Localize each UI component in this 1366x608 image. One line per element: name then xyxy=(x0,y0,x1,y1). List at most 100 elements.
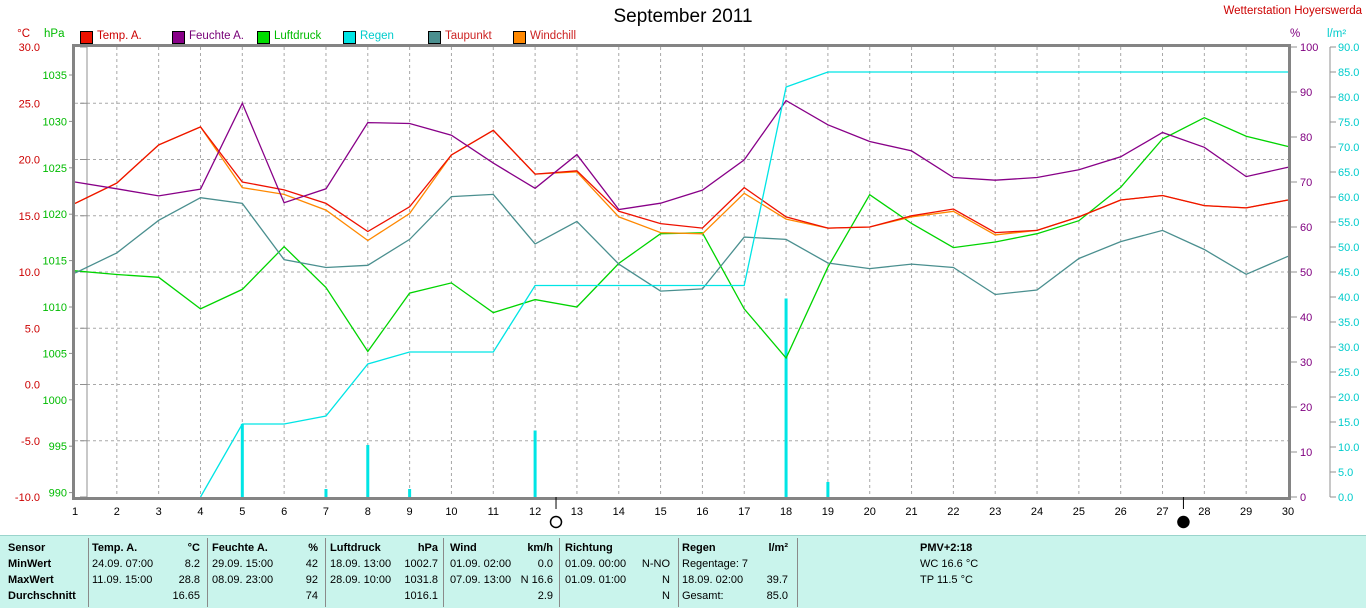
legend-label: Luftdruck xyxy=(274,30,322,42)
full-moon-icon xyxy=(549,515,563,529)
axis-tick-label: 15 xyxy=(654,506,666,518)
axis-tick-label: 50.0 xyxy=(1338,242,1359,254)
axis-tick-label: 45.0 xyxy=(1338,267,1359,279)
axis-tick-label: 70.0 xyxy=(1338,142,1359,154)
new-moon-icon xyxy=(1177,515,1190,529)
axis-tick-label: 990 xyxy=(49,488,67,500)
table-cell: 0.0 xyxy=(537,558,553,570)
axis-tick-label: 28 xyxy=(1198,506,1210,518)
axis-tick-label: 25.0 xyxy=(1338,367,1359,379)
axis-tick-label: 40 xyxy=(1300,312,1312,324)
axis-tick-label: 55.0 xyxy=(1338,217,1359,229)
chart-legend: Temp. A. Feuchte A. Luftdruck Regen Taupunkt… xyxy=(0,30,1366,46)
axis-tick-label: 60 xyxy=(1300,222,1312,234)
table-cell: N xyxy=(662,574,670,586)
axis-tick-label: 50 xyxy=(1300,267,1312,279)
table-column-title: Regen xyxy=(682,542,716,554)
axis-tick-label: 12 xyxy=(529,506,541,518)
table-cell: N xyxy=(662,590,670,602)
axis-tick-label: l/m² xyxy=(1327,28,1346,40)
table-cell: 28.8 xyxy=(178,574,200,586)
info-line: PMV+2:18 xyxy=(920,542,973,554)
table-cell: 1016.1 xyxy=(404,590,438,602)
table-cell: 8.2 xyxy=(184,558,200,570)
axis-tick-label: 15.0 xyxy=(1338,417,1359,429)
table-separator xyxy=(797,538,798,607)
axis-tick-label: 10.0 xyxy=(19,267,40,279)
luftdruck-line xyxy=(74,116,1289,360)
table-cell: 85.0 xyxy=(766,590,788,602)
axis-tick-label: 20 xyxy=(864,506,876,518)
axis-tick-label: 80 xyxy=(1300,132,1312,144)
weather-chart-svg: 30.025.020.015.010.05.00.0-5.0-10.010351… xyxy=(15,28,1359,529)
axis-tick-label: 5.0 xyxy=(25,323,40,335)
axis-tick-label: % xyxy=(1290,28,1300,40)
axis-tick-label: 90.0 xyxy=(1338,42,1359,54)
axis-tick-label: 21 xyxy=(905,506,917,518)
rain-bar xyxy=(826,482,830,497)
table-cell: 92 xyxy=(305,574,318,586)
rain-bar xyxy=(366,445,370,497)
axis-tick-label: 26 xyxy=(1115,506,1127,518)
legend-label: Windchill xyxy=(530,30,577,42)
axis-tick-label: 7 xyxy=(323,506,329,518)
axis-tick-label: 29 xyxy=(1240,506,1252,518)
axis-tick-label: 1005 xyxy=(43,348,67,360)
rain-bar xyxy=(324,489,328,497)
table-row-header: MaxWert xyxy=(8,574,54,586)
page-title: September 2011 xyxy=(613,6,753,27)
table-row-header: MinWert xyxy=(8,558,52,570)
table-separator xyxy=(88,538,89,607)
axis-tick-label: 11 xyxy=(488,506,499,518)
axis-tick-label: 3 xyxy=(156,506,162,518)
axis-tick-label: 100 xyxy=(1300,42,1318,54)
table-cell: 28.09. 10:00 xyxy=(330,574,392,586)
axis-tick-label: 10.0 xyxy=(1338,442,1359,454)
table-separator xyxy=(559,538,560,607)
axis-tick-label: 6 xyxy=(281,506,287,518)
axis-tick-label: 20 xyxy=(1300,402,1312,414)
axis-tick-label: 15.0 xyxy=(19,211,40,223)
table-column-title: Temp. A. xyxy=(92,542,138,554)
table-cell: 29.09. 15:00 xyxy=(212,558,274,570)
legend-swatch-icon xyxy=(428,31,441,44)
axis-tick-label: -5.0 xyxy=(21,436,40,448)
axis-tick-label: 8 xyxy=(365,506,371,518)
table-separator xyxy=(207,538,208,607)
axis-tick-label: 995 xyxy=(49,441,67,453)
info-line: WC 16.6 °C xyxy=(920,558,979,570)
legend-swatch-icon xyxy=(257,31,270,44)
regen-kumuliert--line xyxy=(199,71,1288,498)
axis-tick-label: 4 xyxy=(197,506,203,518)
axis-tick-label: 1025 xyxy=(43,163,67,175)
table-column-unit: l/m² xyxy=(768,542,788,554)
legend-swatch-icon xyxy=(80,31,93,44)
axis-tick-label: 25 xyxy=(1073,506,1085,518)
table-cell: 24.09. 07:00 xyxy=(92,558,154,570)
table-column-title: Wind xyxy=(450,542,477,554)
axis-tick-label: 35.0 xyxy=(1338,317,1359,329)
axis-tick-label: hPa xyxy=(44,28,65,40)
axis-tick-label: 22 xyxy=(947,506,959,518)
axis-tick-label: 0.0 xyxy=(25,380,40,392)
axis-tick-label: 2 xyxy=(114,506,120,518)
table-column-unit: °C xyxy=(187,542,200,554)
rain-bar xyxy=(240,424,244,497)
axis-tick-label: 20.0 xyxy=(19,155,40,167)
axis-tick-label: 13 xyxy=(571,506,583,518)
axis-tick-label: 16 xyxy=(696,506,708,518)
table-cell: Gesamt: xyxy=(682,590,724,602)
axis-tick-label: 30 xyxy=(1300,357,1312,369)
table-cell: 18.09. 02:00 xyxy=(682,574,744,586)
table-separator xyxy=(678,538,679,607)
table-column-unit: % xyxy=(308,542,318,554)
legend-swatch-icon xyxy=(513,31,526,44)
axis-tick-label: 23 xyxy=(989,506,1001,518)
feuchte-a--line xyxy=(74,99,1289,211)
table-column-title: Luftdruck xyxy=(330,542,381,554)
axis-tick-label: 5 xyxy=(239,506,245,518)
table-row-header: Durchschnitt xyxy=(8,590,76,602)
legend-label: Taupunkt xyxy=(445,30,492,42)
axis-tick-label: 1020 xyxy=(43,209,67,221)
